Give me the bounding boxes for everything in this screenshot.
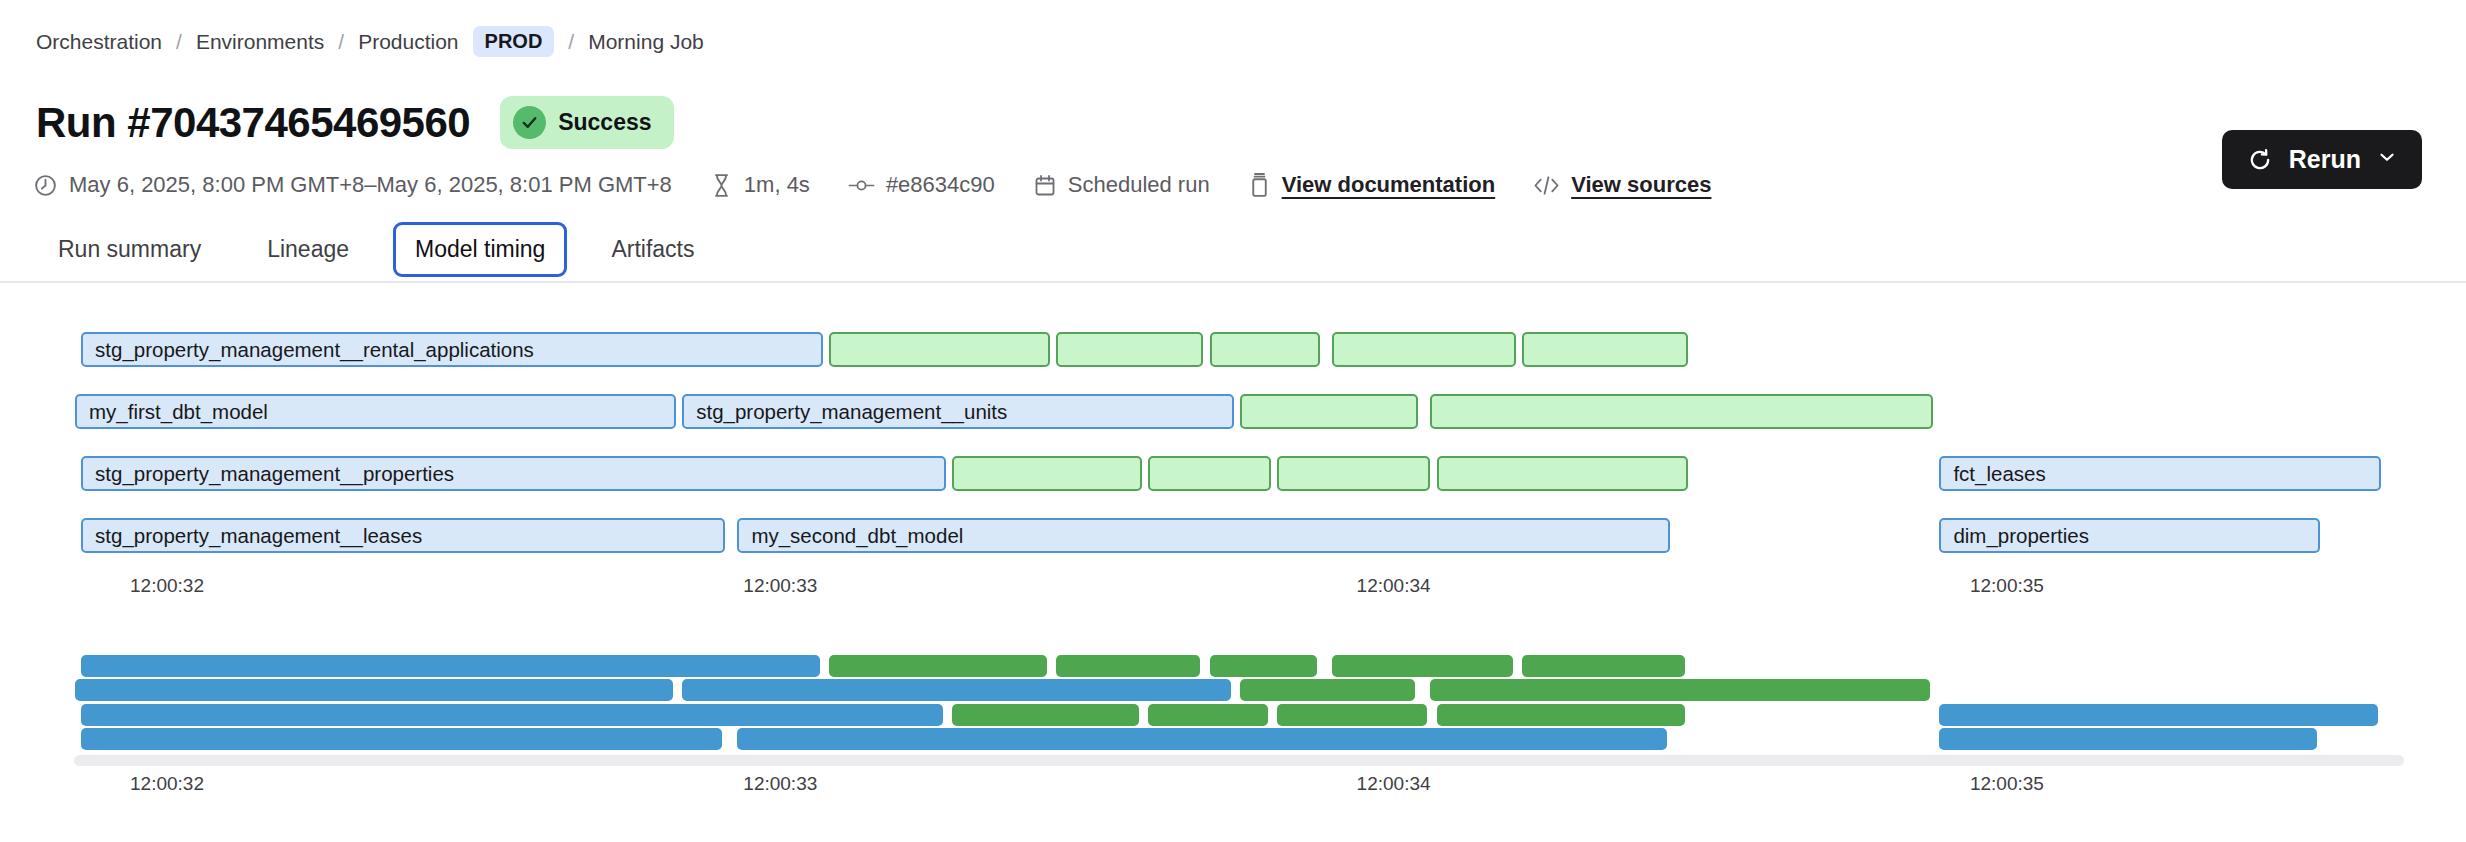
breadcrumb-environments[interactable]: Environments <box>196 30 324 54</box>
gantt-bar[interactable] <box>1277 456 1430 491</box>
mini-gantt-bar <box>1522 655 1685 677</box>
mini-gantt-bar <box>1430 679 1930 701</box>
gantt-bar-stg_property_management__rental_applications[interactable]: stg_property_management__rental_applicat… <box>81 332 823 367</box>
mini-gantt-bar <box>1939 704 2378 726</box>
tab-model-timing[interactable]: Model timing <box>393 222 567 277</box>
gantt-bar[interactable] <box>1437 456 1689 491</box>
mini-gantt-bar <box>81 704 943 726</box>
run-time-range: May 6, 2025, 8:00 PM GMT+8–May 6, 2025, … <box>33 172 672 198</box>
mini-gantt-bar <box>1056 655 1200 677</box>
tabs-divider <box>0 281 2466 283</box>
clock-icon <box>33 173 58 198</box>
mini-gantt-bar <box>1210 655 1317 677</box>
axis-tick-label: 12:00:35 <box>1970 575 2044 597</box>
gantt-bar[interactable] <box>829 332 1050 367</box>
mini-gantt-bar <box>1939 728 2316 750</box>
success-check-icon <box>513 106 546 139</box>
mini-gantt-bar <box>737 728 1666 750</box>
view-sources[interactable]: View sources <box>1533 172 1711 198</box>
calendar-icon <box>1033 173 1057 198</box>
gantt-bar[interactable] <box>1522 332 1688 367</box>
breadcrumb: Orchestration / Environments / Productio… <box>36 26 704 57</box>
mini-gantt-bar <box>682 679 1231 701</box>
mini-gantt-bar <box>1332 655 1513 677</box>
mini-gantt-bar <box>1277 704 1427 726</box>
gantt-bar-fct_leases[interactable]: fct_leases <box>1939 456 2381 491</box>
tab-lineage[interactable]: Lineage <box>245 222 371 277</box>
title-row: Run #70437465469560 Success <box>36 96 674 149</box>
mini-axis-tick-label: 12:00:35 <box>1970 773 2044 795</box>
gantt-bar[interactable] <box>1240 394 1418 429</box>
axis-tick-label: 12:00:33 <box>743 575 817 597</box>
gantt-bar-stg_property_management__units[interactable]: stg_property_management__units <box>682 394 1234 429</box>
document-icon <box>1248 173 1271 198</box>
mini-gantt-bar <box>1148 704 1268 726</box>
run-trigger: Scheduled run <box>1033 172 1210 198</box>
axis-tick-label: 12:00:34 <box>1357 575 1431 597</box>
run-meta-row: May 6, 2025, 8:00 PM GMT+8–May 6, 2025, … <box>33 172 1711 198</box>
mini-gantt-bar <box>952 704 1139 726</box>
mini-gantt-bar <box>829 655 1047 677</box>
view-documentation[interactable]: View documentation <box>1248 172 1496 198</box>
gantt-bar-my_second_dbt_model[interactable]: my_second_dbt_model <box>737 518 1669 553</box>
gantt-bar-stg_property_management__properties[interactable]: stg_property_management__properties <box>81 456 946 491</box>
gantt-bar-label: my_first_dbt_model <box>77 400 268 424</box>
breadcrumb-separator: / <box>338 30 344 54</box>
page-title: Run #70437465469560 <box>36 99 470 147</box>
gantt-bar[interactable] <box>1056 332 1203 367</box>
gantt-bar-my_first_dbt_model[interactable]: my_first_dbt_model <box>75 394 676 429</box>
commit-sha: #e8634c90 <box>848 172 995 198</box>
gantt-bar-stg_property_management__leases[interactable]: stg_property_management__leases <box>81 518 725 553</box>
mini-chart-scrollbar-track[interactable] <box>74 755 2404 766</box>
model-timing-chart: stg_property_management__rental_applicat… <box>0 300 2466 842</box>
breadcrumb-separator: / <box>176 30 182 54</box>
view-documentation-link[interactable]: View documentation <box>1282 172 1496 198</box>
status-badge: Success <box>500 96 673 149</box>
breadcrumb-morning-job[interactable]: Morning Job <box>588 30 704 54</box>
tab-run-summary[interactable]: Run summary <box>36 222 223 277</box>
tab-artifacts[interactable]: Artifacts <box>589 222 716 277</box>
gantt-bar[interactable] <box>1148 456 1271 491</box>
mini-axis-tick-label: 12:00:32 <box>130 773 204 795</box>
breadcrumb-separator: / <box>568 30 574 54</box>
breadcrumb-orchestration[interactable]: Orchestration <box>36 30 162 54</box>
gantt-bar[interactable] <box>952 456 1142 491</box>
mini-gantt-bar <box>1240 679 1415 701</box>
gantt-bar-label: stg_property_management__units <box>684 400 1007 424</box>
axis-tick-label: 12:00:32 <box>130 575 204 597</box>
code-icon <box>1533 174 1560 197</box>
status-label: Success <box>558 109 651 136</box>
hourglass-icon <box>710 173 733 198</box>
rerun-label: Rerun <box>2289 145 2361 174</box>
mini-gantt-bar <box>81 728 722 750</box>
commit-icon <box>848 173 875 198</box>
rerun-button[interactable]: Rerun <box>2222 130 2422 189</box>
mini-axis-tick-label: 12:00:33 <box>743 773 817 795</box>
gantt-bar-label: fct_leases <box>1941 462 2045 486</box>
mini-gantt-bar <box>1437 704 1686 726</box>
mini-gantt-bar <box>75 679 673 701</box>
gantt-bar-label: dim_properties <box>1941 524 2089 548</box>
refresh-icon <box>2246 146 2274 174</box>
gantt-bar-label: my_second_dbt_model <box>739 524 963 548</box>
view-sources-link[interactable]: View sources <box>1571 172 1711 198</box>
breadcrumb-production[interactable]: Production <box>358 30 458 54</box>
mini-gantt-bar <box>81 655 820 677</box>
gantt-bar-label: stg_property_management__properties <box>83 462 454 486</box>
gantt-bar-dim_properties[interactable]: dim_properties <box>1939 518 2319 553</box>
gantt-bar-label: stg_property_management__rental_applicat… <box>83 338 534 362</box>
tab-bar: Run summary Lineage Model timing Artifacts <box>36 222 716 277</box>
gantt-bar[interactable] <box>1210 332 1320 367</box>
run-duration: 1m, 4s <box>710 172 810 198</box>
gantt-bar-label: stg_property_management__leases <box>83 524 422 548</box>
gantt-bar[interactable] <box>1332 332 1516 367</box>
environment-badge: PROD <box>473 26 555 57</box>
chevron-down-icon[interactable] <box>2376 145 2398 174</box>
gantt-bar[interactable] <box>1430 394 1933 429</box>
mini-axis-tick-label: 12:00:34 <box>1357 773 1431 795</box>
